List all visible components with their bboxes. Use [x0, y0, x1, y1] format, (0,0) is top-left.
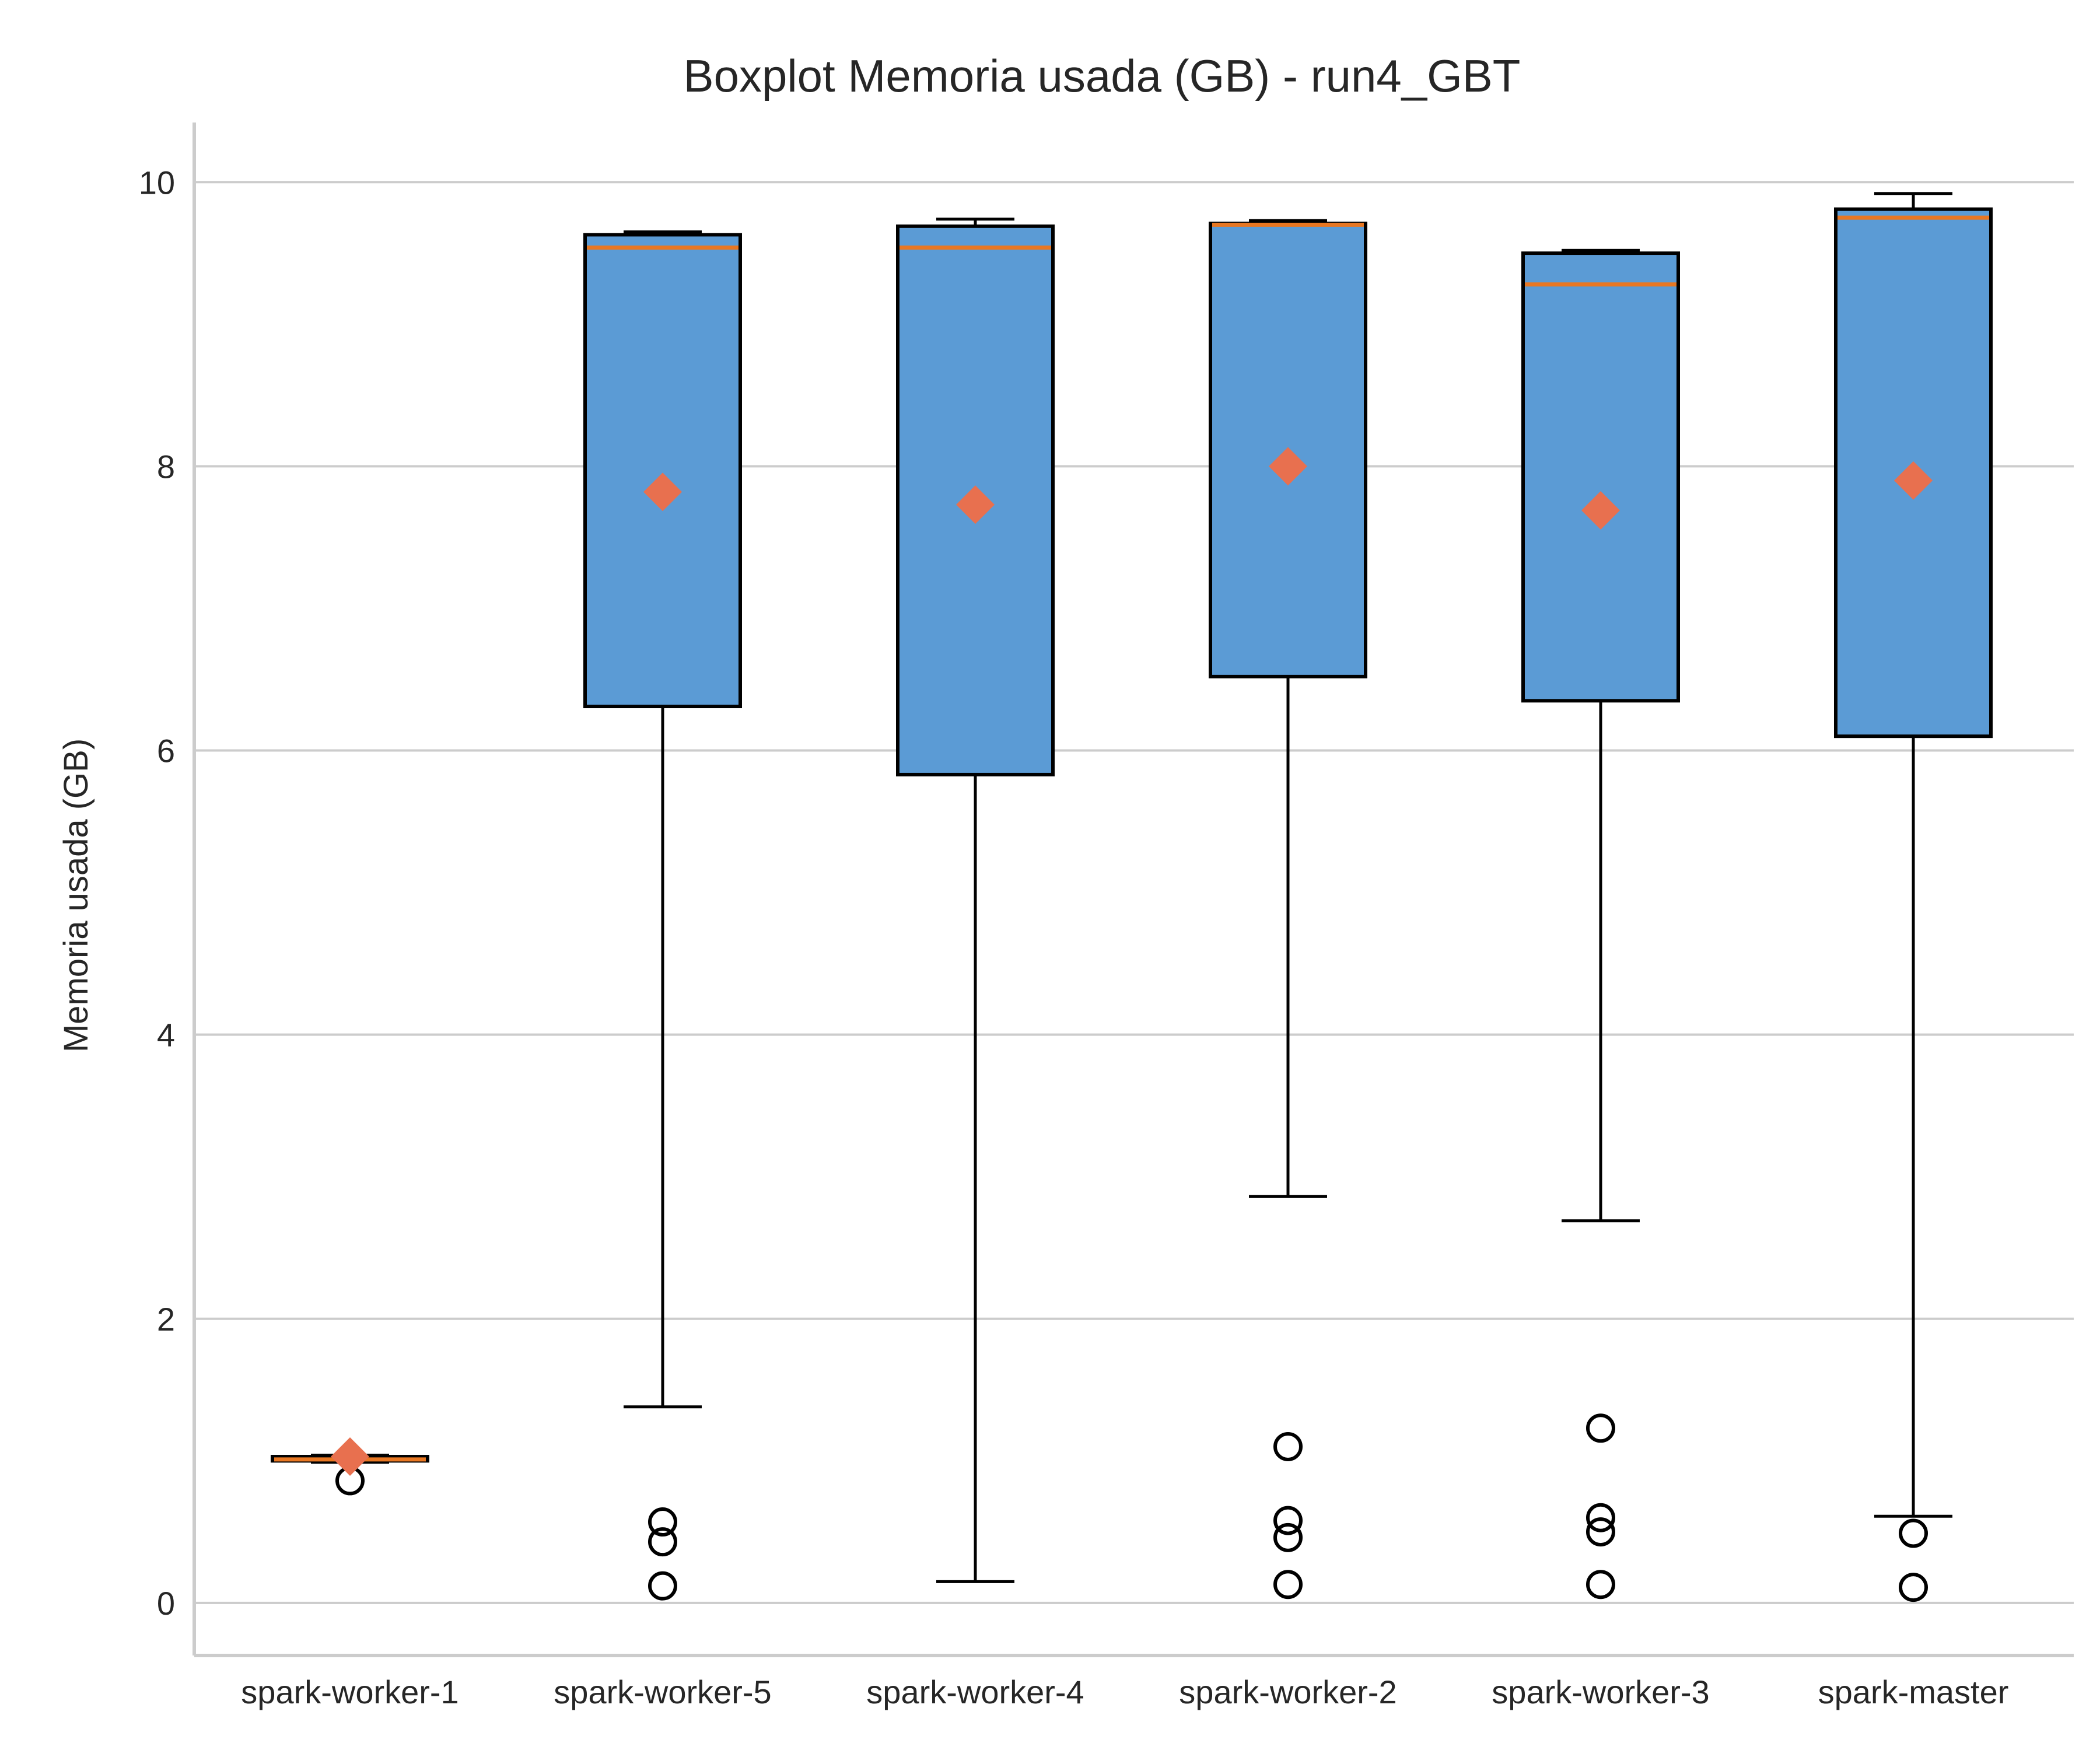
outlier-point: [1899, 1573, 1928, 1602]
mean-marker: [1269, 447, 1307, 486]
x-tick-label: spark-worker-1: [241, 1674, 459, 1710]
box-group: [896, 218, 1055, 1583]
box-group: [1834, 192, 1993, 1602]
x-tick-label: spark-worker-4: [866, 1674, 1084, 1710]
y-tick-label: 8: [157, 448, 175, 485]
chart-title: Boxplot Memoria usada (GB) - run4_GBT: [684, 50, 1521, 102]
box: [1521, 251, 1680, 703]
y-axis-title: Memoria usada (GB): [57, 738, 95, 1052]
outlier-point: [1586, 1570, 1615, 1600]
x-tick-label: spark-worker-3: [1492, 1674, 1709, 1710]
outlier-point: [1273, 1506, 1303, 1535]
outlier-point: [1586, 1413, 1615, 1443]
y-tick-label: 2: [157, 1301, 175, 1338]
mean-marker: [643, 473, 682, 512]
outlier-point: [648, 1571, 677, 1601]
outlier-point: [1586, 1517, 1615, 1547]
outlier-point: [648, 1527, 677, 1557]
box: [583, 233, 742, 709]
x-tick-label: spark-worker-2: [1179, 1674, 1396, 1710]
x-tick-label: spark-worker-5: [554, 1674, 771, 1710]
axes-spines: [192, 123, 2074, 1657]
mean-marker: [1894, 461, 1933, 500]
y-tick-label: 10: [139, 164, 175, 201]
x-tick-labels: spark-worker-1 spark-worker-5 spark-worker…: [241, 1674, 2008, 1710]
x-tick-label: spark-master: [1818, 1674, 2009, 1710]
mean-marker: [331, 1437, 369, 1476]
outlier-point: [648, 1507, 677, 1537]
y-tick-label: 4: [157, 1017, 175, 1054]
mean-marker: [956, 485, 995, 524]
y-tick-labels: 0 2 4 6 8 10: [139, 164, 175, 1622]
outlier-point: [1273, 1522, 1303, 1552]
box: [1834, 207, 1993, 738]
y-tick-label: 6: [157, 733, 175, 769]
outlier-point: [1273, 1570, 1303, 1600]
outlier-point: [1586, 1503, 1615, 1532]
box-group: [583, 230, 742, 1601]
box-group: [1209, 219, 1367, 1600]
outlier-point: [1273, 1432, 1303, 1461]
y-tick-label: 0: [157, 1585, 175, 1622]
box-group: [271, 1437, 429, 1496]
mean-marker: [1581, 491, 1620, 530]
grid-lines: [194, 181, 2074, 1604]
box-group: [1521, 249, 1680, 1600]
boxes: [271, 192, 1993, 1602]
outlier-point: [1899, 1518, 1928, 1548]
